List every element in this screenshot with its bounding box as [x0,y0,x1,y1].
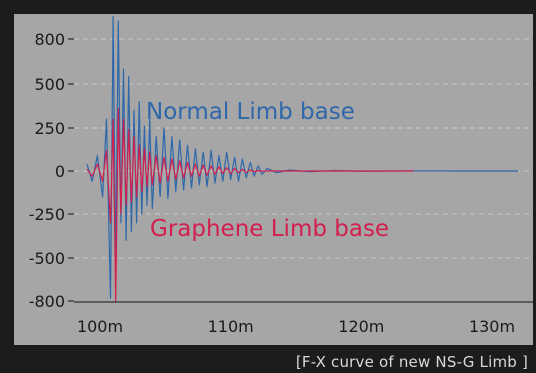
series-annotations: Normal Limb base Graphene Limb base [146,99,389,242]
y-tick-label: -800 [29,292,65,311]
x-tick-label: 100m [77,317,123,336]
y-tick-label: -500 [29,249,65,268]
y-axis-ticks: 800 500 250 0 -250 -500 -800 [29,30,74,311]
y-tick-label: 0 [55,162,65,181]
y-tick-label: -250 [29,205,65,224]
y-tick-label: 500 [34,75,65,94]
annotation-graphene-limb-base: Graphene Limb base [150,216,389,242]
y-tick-label: 800 [34,30,65,49]
x-tick-label: 130m [469,317,515,336]
y-tick-label: 250 [34,119,65,138]
annotation-normal-limb-base: Normal Limb base [146,99,355,125]
series-normal-limb-base [86,15,519,299]
series-layer [86,15,519,302]
x-tick-label: 120m [338,317,384,336]
caption: [F-X curve of new NS-G Limb ] [295,353,528,371]
x-tick-label: 110m [208,317,254,336]
x-axis-ticks: 100m 110m 120m 130m [77,317,515,336]
series-graphene-limb-base [86,107,414,302]
